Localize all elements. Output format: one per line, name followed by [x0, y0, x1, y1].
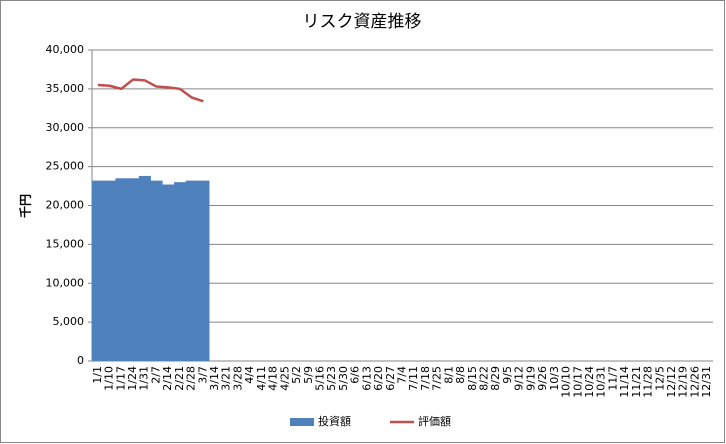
x-tick-label: 11/7 — [606, 366, 619, 391]
x-tick-label: 11/14 — [618, 366, 631, 398]
y-tick-label: 0 — [77, 354, 84, 367]
x-tick-label: 6/13 — [360, 366, 373, 391]
x-tick-label: 10/17 — [571, 366, 584, 398]
x-tick-label: 3/7 — [196, 366, 209, 384]
x-tick-label: 4/25 — [278, 366, 291, 391]
y-tick-label: 20,000 — [46, 199, 85, 212]
x-tick-label: 8/1 — [442, 366, 455, 384]
x-tick-label: 9/26 — [536, 366, 549, 391]
x-tick-label: 7/18 — [419, 366, 432, 391]
x-tick-label: 6/27 — [384, 366, 397, 391]
x-tick-label: 8/15 — [466, 366, 479, 391]
x-tick-label: 10/10 — [560, 366, 573, 398]
x-tick-label: 4/4 — [243, 366, 256, 384]
x-tick-label: 12/26 — [688, 366, 701, 398]
x-tick-label: 1/10 — [103, 366, 116, 391]
x-tick-label: 12/12 — [665, 366, 678, 398]
x-tick-label: 10/24 — [583, 366, 596, 398]
y-tick-label: 5,000 — [53, 315, 85, 328]
y-tick-label: 30,000 — [46, 121, 85, 134]
bar — [162, 184, 175, 361]
bar — [150, 180, 163, 361]
x-tick-label: 6/20 — [372, 366, 385, 391]
x-tick-label: 10/3 — [548, 366, 561, 391]
x-tick-label: 3/21 — [220, 366, 233, 391]
line — [97, 78, 204, 103]
x-tick-label: 4/18 — [267, 366, 280, 391]
x-tick-label: 3/14 — [208, 366, 221, 391]
x-tick-label: 3/28 — [231, 366, 244, 391]
x-tick-label: 5/16 — [313, 366, 326, 391]
bar — [127, 178, 140, 361]
x-tick-label: 11/28 — [642, 366, 655, 398]
y-tick-label: 10,000 — [46, 276, 85, 289]
x-tick-label: 2/7 — [149, 366, 162, 384]
x-tick-label: 12/31 — [700, 366, 713, 398]
legend-swatch — [290, 418, 314, 426]
bar — [138, 175, 151, 361]
x-tick-label: 2/14 — [161, 366, 174, 391]
x-tick-label: 12/5 — [653, 366, 666, 391]
x-tick-label: 7/25 — [431, 366, 444, 391]
bar — [174, 182, 187, 361]
x-tick-label: 1/17 — [114, 366, 127, 391]
x-tick-label: 5/9 — [302, 366, 315, 384]
x-tick-label: 6/6 — [349, 366, 362, 384]
legend-label: 評価額 — [418, 414, 451, 428]
x-tick-label: 4/11 — [255, 366, 268, 391]
x-tick-label: 8/8 — [454, 366, 467, 384]
x-tick-label: 5/23 — [325, 366, 338, 391]
x-tick-label: 1/1 — [91, 366, 104, 384]
bar — [103, 180, 116, 361]
x-tick-label: 9/12 — [513, 366, 526, 391]
bar — [92, 180, 105, 361]
x-tick-label: 10/31 — [595, 366, 608, 398]
x-tick-label: 5/30 — [337, 366, 350, 391]
bar — [115, 178, 128, 361]
y-axis-label: 千円 — [18, 194, 33, 218]
x-tick-label: 2/21 — [173, 366, 186, 391]
y-tick-label: 25,000 — [46, 160, 85, 173]
x-tick-label: 7/11 — [407, 366, 420, 391]
chart-title: リスク資産推移 — [303, 12, 422, 32]
x-tick-label: 8/22 — [478, 366, 491, 391]
x-tick-label: 12/19 — [677, 366, 690, 398]
bar — [197, 180, 210, 361]
y-tick-label: 15,000 — [46, 237, 85, 250]
x-tick-label: 7/4 — [396, 366, 409, 384]
x-tick-label: 5/2 — [290, 366, 303, 384]
x-tick-label: 11/21 — [630, 366, 643, 398]
x-tick-label: 9/19 — [524, 366, 537, 391]
y-tick-label: 35,000 — [46, 82, 85, 95]
legend-label: 投資額 — [318, 414, 351, 428]
x-tick-label: 1/31 — [138, 366, 151, 391]
x-tick-label: 9/5 — [501, 366, 514, 384]
y-tick-label: 40,000 — [46, 43, 85, 56]
x-tick-label: 2/28 — [185, 366, 198, 391]
x-tick-label: 1/24 — [126, 366, 139, 391]
bar — [185, 180, 198, 361]
x-tick-label: 8/29 — [489, 366, 502, 391]
